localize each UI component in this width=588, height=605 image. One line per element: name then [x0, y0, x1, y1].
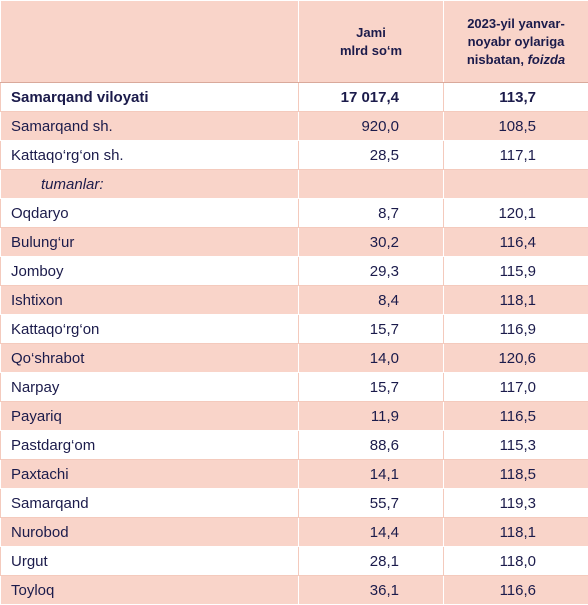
- name-cell: Kattaqo‘rg‘on sh.: [1, 141, 299, 170]
- value-cell: 117,1: [444, 141, 588, 170]
- name-cell: Pastdarg‘om: [1, 431, 299, 460]
- header-cell: [1, 1, 299, 83]
- value-cell: 113,7: [444, 83, 588, 112]
- value-cell: 120,1: [444, 199, 588, 228]
- value-cell: 118,1: [444, 518, 588, 547]
- header-text: foizda: [528, 52, 566, 67]
- value-cell: 14,1: [299, 460, 444, 489]
- name-cell: Narpay: [1, 373, 299, 402]
- value-cell: 116,5: [444, 402, 588, 431]
- header-cell: 2023-yil yanvar-noyabr oylariga nisbatan,…: [444, 1, 588, 83]
- header-text: noyabr oylariga: [468, 34, 565, 49]
- value-cell: [299, 170, 444, 199]
- header-text: mlrd so‘m: [340, 43, 402, 58]
- value-cell: 28,1: [299, 547, 444, 576]
- value-cell: 115,3: [444, 431, 588, 460]
- name-cell: Toyloq: [1, 576, 299, 605]
- value-cell: 11,9: [299, 402, 444, 431]
- name-cell: Oqdaryo: [1, 199, 299, 228]
- name-cell: tumanlar:: [1, 170, 299, 199]
- value-cell: 36,1: [299, 576, 444, 605]
- value-cell: 119,3: [444, 489, 588, 518]
- value-cell: 15,7: [299, 373, 444, 402]
- value-cell: 28,5: [299, 141, 444, 170]
- value-cell: 116,6: [444, 576, 588, 605]
- value-cell: 30,2: [299, 228, 444, 257]
- value-cell: 55,7: [299, 489, 444, 518]
- header-row: Jami mlrd so‘m 2023-yil yanvar-noyabr oyl…: [1, 1, 588, 83]
- value-cell: 15,7: [299, 315, 444, 344]
- name-cell: Qo‘shrabot: [1, 344, 299, 373]
- header-cell: Jami mlrd so‘m: [299, 1, 444, 83]
- value-cell: 116,9: [444, 315, 588, 344]
- value-cell: 29,3: [299, 257, 444, 286]
- name-cell: Jomboy: [1, 257, 299, 286]
- value-cell: 8,4: [299, 286, 444, 315]
- value-cell: 118,1: [444, 286, 588, 315]
- value-cell: 14,0: [299, 344, 444, 373]
- value-cell: 118,0: [444, 547, 588, 576]
- value-cell: 120,6: [444, 344, 588, 373]
- table-row: tumanlar:: [1, 170, 588, 199]
- value-cell: 920,0: [299, 112, 444, 141]
- name-cell: Samarqand: [1, 489, 299, 518]
- name-cell: Ishtixon: [1, 286, 299, 315]
- table-header: Jami mlrd so‘m 2023-yil yanvar-noyabr oyl…: [1, 1, 588, 83]
- value-cell: 116,4: [444, 228, 588, 257]
- value-cell: 8,7: [299, 199, 444, 228]
- header-text: 2023-yil yanvar-: [467, 16, 565, 31]
- name-cell: Payariq: [1, 402, 299, 431]
- value-cell: [444, 170, 588, 199]
- name-cell: Bulung‘ur: [1, 228, 299, 257]
- value-cell: 108,5: [444, 112, 588, 141]
- value-cell: 88,6: [299, 431, 444, 460]
- value-cell: 117,0: [444, 373, 588, 402]
- header-text: Jami: [356, 25, 386, 40]
- name-cell: Samarqand sh.: [1, 112, 299, 141]
- name-cell: Paxtachi: [1, 460, 299, 489]
- name-cell: Urgut: [1, 547, 299, 576]
- header-text: nisbatan,: [467, 52, 524, 67]
- value-cell: 118,5: [444, 460, 588, 489]
- name-cell: Nurobod: [1, 518, 299, 547]
- name-cell: Samarqand viloyati: [1, 83, 299, 112]
- name-cell: Kattaqo‘rg‘on: [1, 315, 299, 344]
- value-cell: 115,9: [444, 257, 588, 286]
- value-cell: 14,4: [299, 518, 444, 547]
- value-cell: 17 017,4: [299, 83, 444, 112]
